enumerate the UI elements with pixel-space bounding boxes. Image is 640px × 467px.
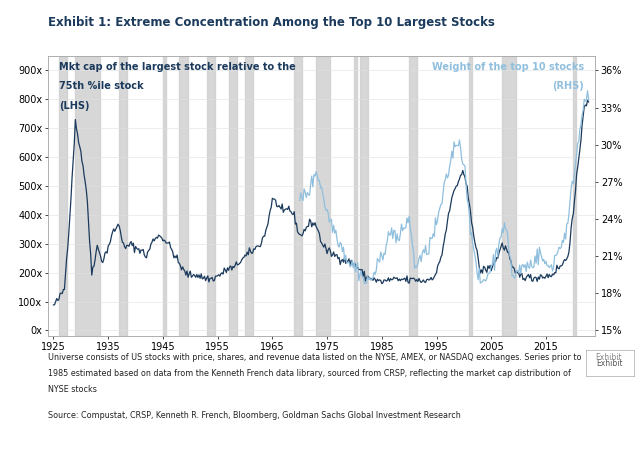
Text: (LHS): (LHS)	[59, 101, 90, 111]
Bar	[316, 56, 330, 336]
Bar	[245, 56, 253, 336]
Bar	[163, 56, 166, 336]
Text: Universe consists of US stocks with price, shares, and revenue data listed on th: Universe consists of US stocks with pric…	[48, 353, 582, 361]
Bar	[119, 56, 127, 336]
Text: Exhibit 1: Extreme Concentration Among the Top 10 Largest Stocks: Exhibit 1: Extreme Concentration Among t…	[48, 16, 495, 29]
Text: NYSE stocks: NYSE stocks	[48, 385, 97, 394]
Text: Weight of the top 10 stocks: Weight of the top 10 stocks	[432, 62, 584, 71]
Bar	[294, 56, 303, 336]
Text: Mkt cap of the largest stock relative to the: Mkt cap of the largest stock relative to…	[59, 62, 296, 71]
Bar	[228, 56, 237, 336]
Bar	[409, 56, 417, 336]
Bar	[59, 56, 67, 336]
Text: Exhibit: Exhibit	[596, 359, 623, 368]
Text: Exhibit: Exhibit	[595, 353, 622, 361]
Bar	[573, 56, 576, 336]
Text: (RHS): (RHS)	[552, 81, 584, 91]
Bar	[207, 56, 215, 336]
Bar	[360, 56, 368, 336]
Bar	[179, 56, 188, 336]
Text: 1985 estimated based on data from the Kenneth French data library, sourced from : 1985 estimated based on data from the Ke…	[48, 369, 571, 378]
Bar	[502, 56, 516, 336]
Text: 75th %ile stock: 75th %ile stock	[59, 81, 143, 91]
Bar	[469, 56, 472, 336]
Text: Source: Compustat, CRSP, Kenneth R. French, Bloomberg, Goldman Sachs Global Inve: Source: Compustat, CRSP, Kenneth R. Fren…	[48, 411, 461, 420]
Bar	[76, 56, 100, 336]
Bar	[355, 56, 357, 336]
